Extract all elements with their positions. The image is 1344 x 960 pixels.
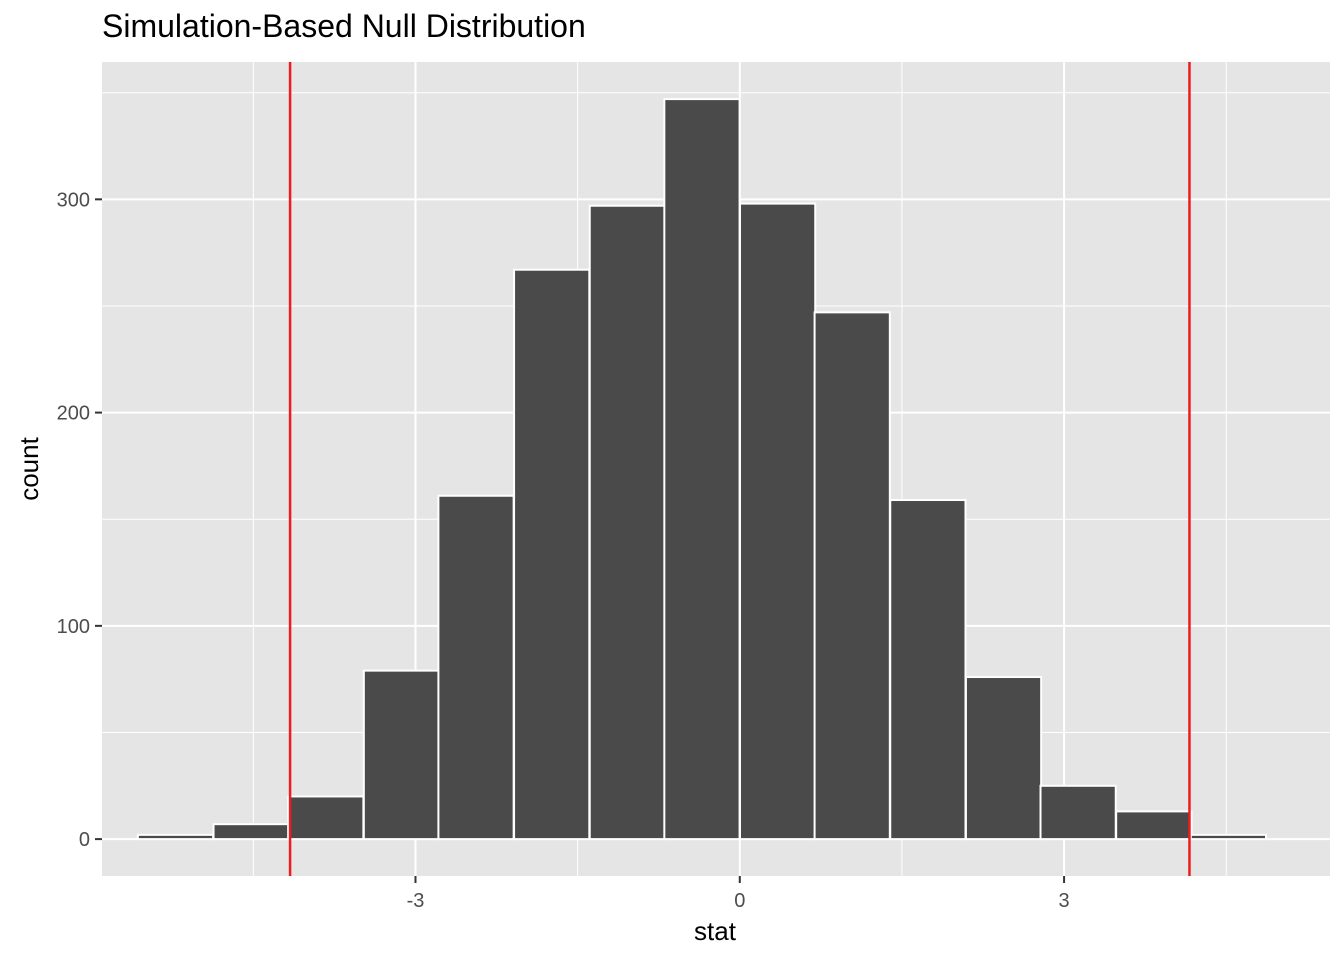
y-tick-label: 100 xyxy=(57,616,90,638)
y-axis: 0 100 200 300 xyxy=(57,189,102,851)
histogram-bar xyxy=(889,499,967,841)
x-axis: -3 0 3 xyxy=(407,876,1070,912)
reference-lines xyxy=(288,62,1191,876)
chart-title: Simulation-Based Null Distribution xyxy=(102,8,586,44)
histogram-bar xyxy=(1039,784,1117,841)
histogram-bar xyxy=(362,669,441,841)
histogram-bars xyxy=(136,98,1268,841)
y-axis-title: count xyxy=(14,436,44,500)
x-tick-label: -3 xyxy=(407,890,425,912)
y-tick-label: 200 xyxy=(57,403,90,425)
histogram-bar xyxy=(1115,810,1193,841)
histogram-bar xyxy=(136,833,215,841)
histogram-bar xyxy=(738,202,817,841)
histogram-bar xyxy=(437,494,515,841)
histogram-bar xyxy=(212,823,290,841)
histogram-bar xyxy=(964,676,1043,841)
x-tick-label: 3 xyxy=(1059,890,1070,912)
y-tick-label: 300 xyxy=(57,189,90,211)
histogram-bar xyxy=(663,98,741,841)
x-axis-title: stat xyxy=(694,916,737,946)
histogram-bar xyxy=(813,311,891,841)
histogram-bar xyxy=(287,795,365,841)
y-tick-label: 0 xyxy=(79,829,90,851)
x-tick-label: 0 xyxy=(734,890,745,912)
histogram-bar xyxy=(1189,833,1268,841)
histogram-bar xyxy=(513,268,591,841)
histogram-bar xyxy=(588,204,666,841)
